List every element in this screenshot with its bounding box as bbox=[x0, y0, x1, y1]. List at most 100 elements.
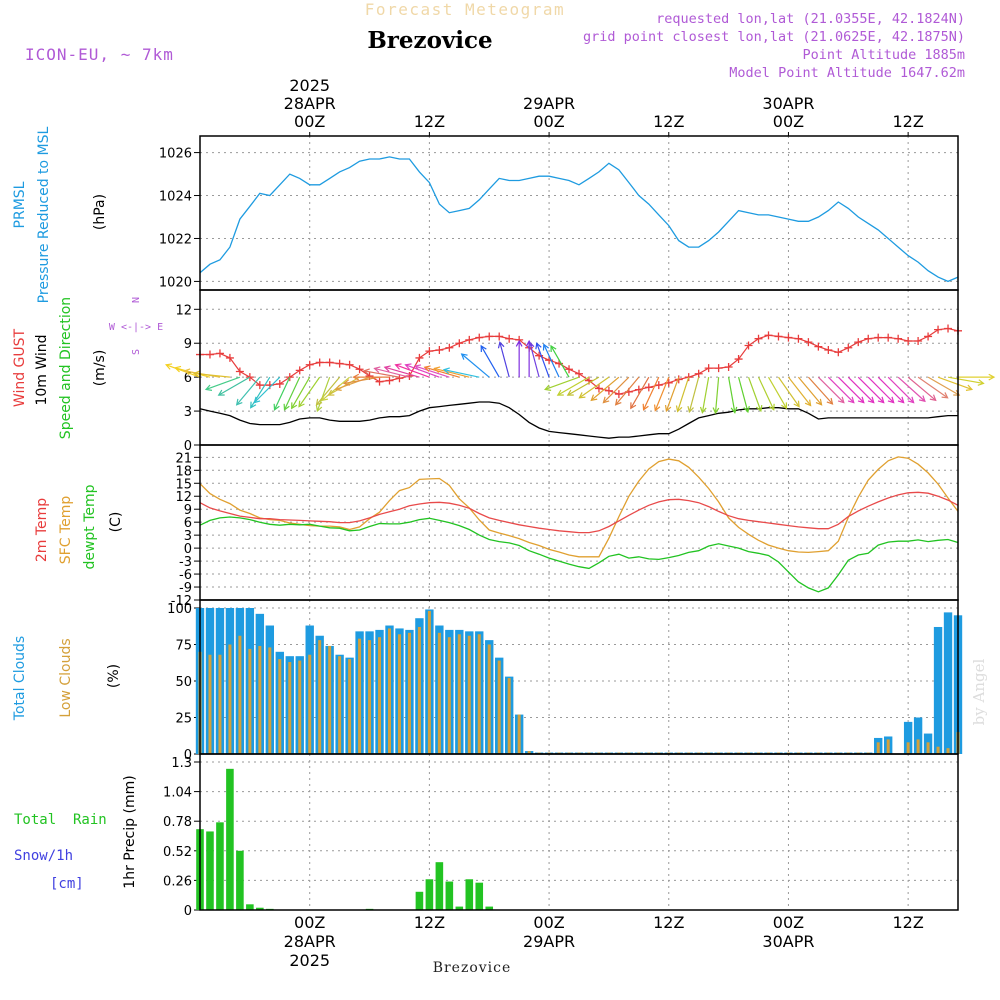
wind-arrow-head bbox=[442, 367, 450, 375]
wind-gust-marker bbox=[415, 353, 424, 362]
wind-arrow-shaft bbox=[688, 376, 700, 413]
wind-arrow-head bbox=[315, 398, 323, 406]
low-cloud-bar bbox=[388, 628, 391, 754]
wind-gust-marker bbox=[924, 332, 933, 341]
time-label-bottom: 12Z bbox=[414, 913, 445, 932]
y-tick-label: 12 bbox=[175, 303, 192, 318]
wind-arrow-shaft bbox=[536, 343, 550, 378]
wind-arrow-head bbox=[173, 365, 182, 373]
wind-gust-marker bbox=[844, 343, 853, 352]
wind-arrow-shaft bbox=[499, 342, 510, 378]
low-cloud-bar bbox=[318, 640, 322, 754]
wind-arrow-shaft bbox=[701, 377, 710, 413]
low-cloud-bar bbox=[397, 634, 401, 754]
y-tick-label: 12 bbox=[175, 490, 192, 505]
wind-arrow-shaft bbox=[374, 367, 410, 378]
wind-arrow-head bbox=[204, 384, 213, 391]
wind-arrow-shaft bbox=[557, 376, 590, 396]
low-cloud-bar bbox=[437, 632, 441, 754]
wind-gust-marker bbox=[385, 376, 394, 385]
low-cloud-bar bbox=[517, 714, 521, 754]
low-cloud-bar bbox=[368, 640, 372, 754]
wind-arrow-shaft bbox=[236, 376, 261, 406]
wind-arrow-shaft bbox=[434, 367, 470, 378]
wind-arrow-shaft bbox=[777, 376, 800, 407]
sfc-temp-line bbox=[199, 456, 959, 558]
wind-arrow-head bbox=[433, 366, 441, 373]
wind-arrow-shaft bbox=[395, 364, 430, 378]
wind-gust-marker bbox=[794, 334, 803, 343]
wind-arrow-shaft bbox=[590, 376, 620, 401]
time-label-top: 12Z bbox=[892, 112, 923, 131]
wind-gust-marker bbox=[934, 325, 943, 334]
low-cloud-bar bbox=[278, 659, 282, 754]
wind-arrow-shaft bbox=[757, 376, 775, 411]
wind-arrow-head bbox=[642, 403, 649, 411]
wind-arrow-head bbox=[235, 398, 243, 406]
wind-arrow-head bbox=[815, 398, 823, 406]
low-cloud-bar bbox=[946, 748, 950, 754]
total-cloud-label: Total Clouds bbox=[12, 636, 28, 721]
wind-arrow-head bbox=[953, 389, 961, 396]
wind-arrow-shaft bbox=[847, 376, 875, 404]
wind-gust-marker bbox=[774, 332, 783, 341]
low-cloud-bar bbox=[477, 634, 481, 754]
wind-arrow-head bbox=[404, 363, 412, 370]
wind-gust-marker bbox=[764, 331, 773, 340]
y-tick-label: 75 bbox=[175, 639, 192, 654]
wind-arrow-shaft bbox=[867, 376, 895, 404]
total-cloud-bar bbox=[913, 717, 923, 754]
time-label-top: 00Z bbox=[533, 112, 564, 131]
wind-arrow-head bbox=[527, 341, 535, 349]
wind-gust-marker bbox=[854, 338, 863, 347]
snow-unit-label: [cm] bbox=[50, 876, 84, 892]
precip-unit: 1hr Precip (mm) bbox=[122, 775, 138, 888]
header-gridpoint: grid point closest lon,lat (21.0625E, 42… bbox=[583, 29, 965, 45]
low-cloud-bar bbox=[467, 635, 471, 754]
wind-arrow-head bbox=[542, 343, 550, 351]
time-label-bottom: 00Z bbox=[773, 913, 804, 932]
low-cloud-bar bbox=[407, 632, 411, 754]
wind-gust-marker bbox=[225, 353, 234, 362]
rain-bar bbox=[475, 882, 484, 910]
wind-arrow-head bbox=[298, 400, 305, 408]
wind-arrow-head bbox=[413, 364, 422, 371]
wind-arrow-head bbox=[793, 400, 800, 408]
y-tick-label: 0 bbox=[184, 439, 192, 454]
pressure-label-long: Pressure Reduced to MSL bbox=[36, 126, 52, 303]
wind-gust-marker bbox=[255, 381, 264, 390]
wind-arrow-head bbox=[857, 396, 865, 404]
wind-gust-marker bbox=[674, 375, 683, 384]
time-label-bottom: 2025 bbox=[289, 951, 330, 970]
wind-arrow-shaft bbox=[298, 376, 321, 407]
wind-gust-marker bbox=[654, 381, 663, 390]
wind-arrow-head bbox=[362, 368, 370, 376]
time-label-bottom: 00Z bbox=[533, 913, 564, 932]
y-tick-label: 0.78 bbox=[163, 815, 192, 830]
wind-arrow-shaft bbox=[807, 376, 833, 405]
wind-gust-marker bbox=[704, 364, 713, 373]
wind-gust-marker bbox=[734, 355, 743, 364]
low-cloud-bar bbox=[338, 656, 342, 754]
wind-arrow-shaft bbox=[165, 364, 201, 378]
wind-arrow-shaft bbox=[665, 376, 680, 412]
wind-arrow-shaft bbox=[343, 376, 380, 384]
wind-arrow-shaft bbox=[747, 376, 762, 412]
pressure-line bbox=[199, 156, 959, 283]
y-tick-label: 25 bbox=[175, 712, 192, 727]
panel-border bbox=[199, 135, 959, 291]
rain-bar bbox=[485, 906, 494, 910]
temp-sfc-label: SFC Temp bbox=[58, 496, 74, 565]
wind-arrow-head bbox=[578, 392, 586, 399]
snow-label: Snow/1h bbox=[14, 848, 73, 864]
wind-arrow-shaft bbox=[643, 376, 660, 411]
wind-arrow-head bbox=[712, 407, 720, 415]
wind-arrow-shaft bbox=[937, 376, 973, 391]
y-tick-label: 1.3 bbox=[171, 756, 192, 771]
wind-arrow-head bbox=[614, 398, 622, 406]
y-tick-label: 6 bbox=[184, 371, 192, 386]
header-model-altitude: Model Point Altitude 1647.62m bbox=[729, 65, 965, 81]
wind-arrow-head bbox=[394, 363, 402, 370]
wind-arrow-shaft bbox=[728, 377, 736, 413]
